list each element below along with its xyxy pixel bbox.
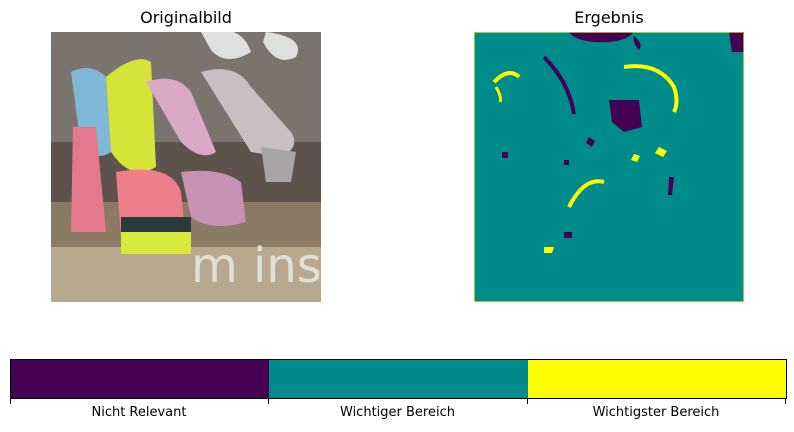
original-image-title: Originalbild: [140, 8, 232, 27]
colorbar-tick: [268, 398, 269, 404]
colorbar-label-most-important: Wichtigster Bereich: [592, 405, 720, 420]
colorbar-tick: [527, 398, 528, 404]
colorbar-label-not-relevant: Nicht Relevant: [91, 405, 187, 420]
svg-text:m insi: m insi: [191, 238, 321, 294]
shoe-photo: m insi: [51, 32, 321, 302]
original-image: m insi: [51, 32, 321, 302]
colorbar-segment-most-important: [527, 360, 786, 398]
colorbar-label-important: Wichtiger Bereich: [340, 405, 455, 420]
colorbar-segment-not-relevant: [11, 360, 270, 398]
result-image-title: Ergebnis: [574, 8, 644, 27]
colorbar-tick: [785, 398, 786, 404]
colorbar-tick: [10, 398, 11, 404]
result-image: [474, 32, 744, 302]
colorbar: [10, 359, 787, 399]
colorbar-segment-important: [269, 360, 528, 398]
segmentation-map: [474, 32, 744, 302]
